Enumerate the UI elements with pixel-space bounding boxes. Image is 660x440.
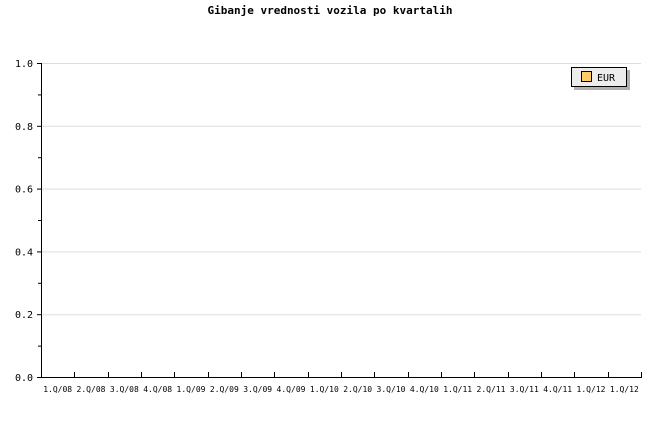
x-tick-label: 1.Q/12 <box>577 385 606 394</box>
x-tick-label: 3.Q/08 <box>110 385 139 394</box>
x-tick-label: 2.Q/09 <box>210 385 239 394</box>
y-tick-label: 0.8 <box>15 122 33 133</box>
y-tick-label: 0.4 <box>15 247 33 258</box>
x-tick-label: 2.Q/11 <box>477 385 506 394</box>
y-tick-label: 0.0 <box>15 373 33 384</box>
x-tick-label: 1.Q/11 <box>443 385 472 394</box>
x-tick-label: 2.Q/10 <box>343 385 372 394</box>
x-tick-label: 1.Q/10 <box>310 385 339 394</box>
x-tick-label: 3.Q/09 <box>243 385 272 394</box>
y-tick-label: 0.6 <box>15 185 33 196</box>
x-tick-label: 1.Q/08 <box>43 385 72 394</box>
y-tick-label: 0.2 <box>15 310 33 321</box>
x-tick-label: 2.Q/08 <box>77 385 106 394</box>
x-tick-label: 4.Q/08 <box>143 385 172 394</box>
legend-label-eur: EUR <box>597 73 616 84</box>
legend: EUR <box>571 67 630 90</box>
x-tick-label: 4.Q/11 <box>543 385 572 394</box>
x-tick-label: 3.Q/10 <box>377 385 406 394</box>
legend-swatch-eur <box>581 71 592 82</box>
x-tick-label: 3.Q/11 <box>510 385 539 394</box>
x-tick-label: 4.Q/09 <box>277 385 306 394</box>
x-tick-label: 1.Q/12 <box>610 385 639 394</box>
x-tick-label: 1.Q/09 <box>177 385 206 394</box>
x-tick-label: 4.Q/10 <box>410 385 439 394</box>
y-tick-label: 1.0 <box>15 59 33 70</box>
chart-title: Gibanje vrednosti vozila po kvartalih <box>207 4 453 17</box>
